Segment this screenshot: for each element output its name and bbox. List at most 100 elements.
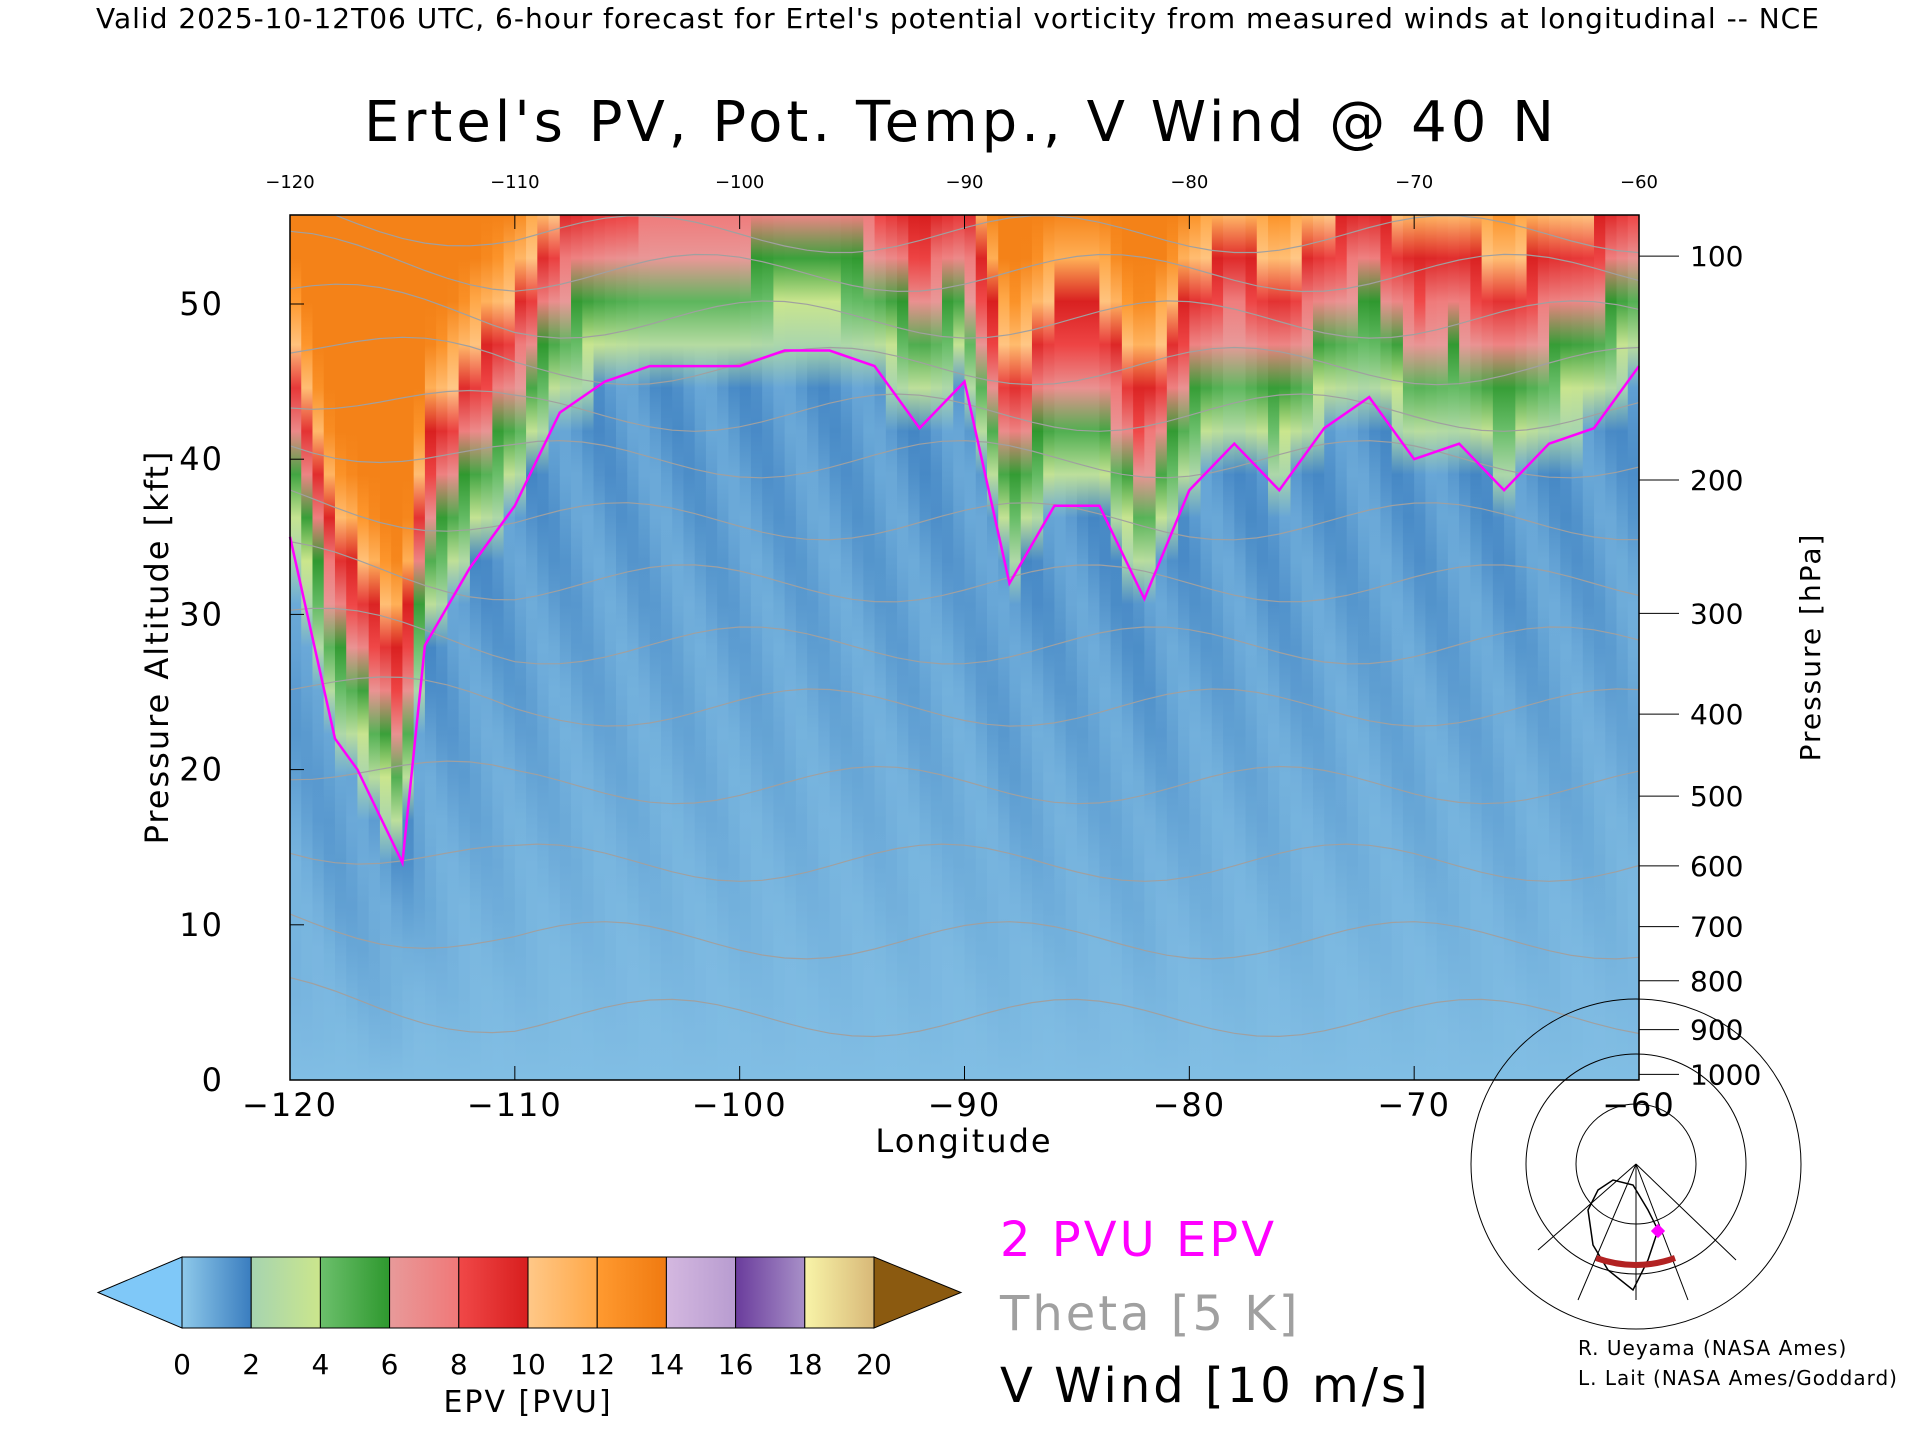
epv-column (705, 215, 718, 1080)
theta-contour (289, 336, 1640, 386)
epv-column (1099, 215, 1112, 1080)
epv-column (346, 215, 359, 1080)
pressure-tick-label: 700 (1690, 911, 1743, 944)
legend-wind: V Wind [10 m/s] (1000, 1358, 1431, 1414)
pressure-tick-label: 300 (1690, 597, 1743, 630)
colorbar-over-arrow (873, 1256, 963, 1329)
credit-line: R. Ueyama (NASA Ames) (1578, 1336, 1848, 1360)
epv-column (1357, 215, 1370, 1080)
epv-column (1234, 215, 1247, 1080)
colorbar-box (458, 1256, 529, 1329)
epv-column (604, 215, 617, 1080)
epv-column (1324, 215, 1337, 1080)
colorbar-tick-label: 10 (510, 1348, 546, 1381)
epv-column (1076, 215, 1089, 1080)
epv-column (1189, 215, 1202, 1080)
x-tick-label-top: −80 (1170, 172, 1208, 193)
epv-column (739, 215, 752, 1080)
epv-column (368, 215, 381, 1080)
y-tick-label: 20 (179, 751, 224, 789)
locator-map (1470, 998, 1802, 1330)
y-tick-label: 10 (179, 906, 224, 944)
epv-column (1560, 215, 1573, 1080)
epv-column (458, 215, 471, 1080)
epv-column (975, 215, 988, 1080)
epv-column (1088, 215, 1100, 1080)
x-tick-label: −60 (1602, 1086, 1676, 1124)
x-tick-label-top: −120 (265, 172, 314, 193)
epv-column (616, 215, 628, 1080)
theta-contour (289, 676, 1640, 727)
colorbar-box (665, 1256, 737, 1329)
y-tick-label: 0 (202, 1061, 224, 1099)
pressure-tick-label: 800 (1690, 965, 1743, 998)
epv-column (672, 215, 685, 1080)
epv-column (897, 215, 909, 1080)
theta-contour (289, 283, 1640, 339)
y-tick-label: 40 (179, 440, 224, 478)
epv-column (818, 215, 831, 1080)
epv-column (1414, 215, 1427, 1080)
epv-field (290, 215, 1640, 1080)
epv-column (1391, 215, 1404, 1080)
colorbar: 0 2 4 6 8 10 12 14 16 18 20 (96, 1256, 963, 1381)
epv-column (402, 215, 415, 1080)
epv-column (1470, 215, 1483, 1080)
epv-column (1009, 215, 1022, 1080)
epv-column (1380, 215, 1393, 1080)
map-latitude-circle (1470, 998, 1802, 1330)
epv-column (1065, 215, 1078, 1080)
map-continent-outline (1587, 1179, 1659, 1292)
epv-column (1020, 215, 1033, 1080)
colorbar-tick-label: 18 (787, 1348, 823, 1381)
theta-contour (289, 913, 1640, 960)
pressure-tick-label: 200 (1690, 464, 1743, 497)
chart-title: Ertel's PV, Pot. Temp., V Wind @ 40 N (363, 90, 1559, 155)
epv-column (942, 215, 954, 1080)
colorbar-tick-label: 16 (718, 1348, 754, 1381)
epv-column (1526, 215, 1539, 1080)
epv-column (1110, 215, 1123, 1080)
epv-column (1605, 215, 1618, 1080)
colorbar-tick-label: 2 (242, 1348, 260, 1381)
colorbar-tick-label: 6 (381, 1348, 399, 1381)
epv-column (908, 215, 921, 1080)
epv-column (1425, 215, 1438, 1080)
epv-column (885, 215, 898, 1080)
forecast-description: Valid 2025-10-12T06 UTC, 6-hour forecast… (96, 2, 1820, 35)
map-meridian (1577, 1163, 1637, 1301)
colorbar-box (804, 1256, 875, 1329)
epv-column (649, 215, 662, 1080)
theta-contour (289, 607, 1640, 665)
x-tick-label: −100 (692, 1086, 788, 1124)
epv-column (312, 215, 325, 1080)
epv-column (1223, 215, 1235, 1080)
colorbar-tick-label: 8 (450, 1348, 468, 1381)
theta-contour (289, 843, 1640, 882)
theta-contour (289, 489, 1640, 541)
epv-column (481, 215, 493, 1080)
epv-column (1155, 215, 1168, 1080)
pressure-tick-label: 400 (1690, 698, 1743, 731)
epv-column (357, 215, 370, 1080)
epv-column (1245, 215, 1258, 1080)
epv-column (627, 215, 640, 1080)
epv-column (874, 215, 887, 1080)
x-tick-label: −70 (1377, 1086, 1451, 1124)
epv-column (514, 215, 527, 1080)
epv-column (1582, 215, 1595, 1080)
x-tick-label: −110 (467, 1086, 563, 1124)
colorbar-box (319, 1256, 391, 1329)
legend-2pvu: 2 PVU EPV (1000, 1212, 1278, 1268)
epv-column (750, 215, 763, 1080)
epv-column (526, 215, 538, 1080)
epv-column (1211, 215, 1224, 1080)
colorbar-tick-label: 4 (311, 1348, 329, 1381)
colorbar-box (389, 1256, 460, 1329)
map-meridian (1537, 1163, 1637, 1251)
x-tick-label-top: −90 (946, 172, 984, 193)
epv-column (1121, 215, 1134, 1080)
epv-column (930, 215, 943, 1080)
epv-column (447, 215, 460, 1080)
